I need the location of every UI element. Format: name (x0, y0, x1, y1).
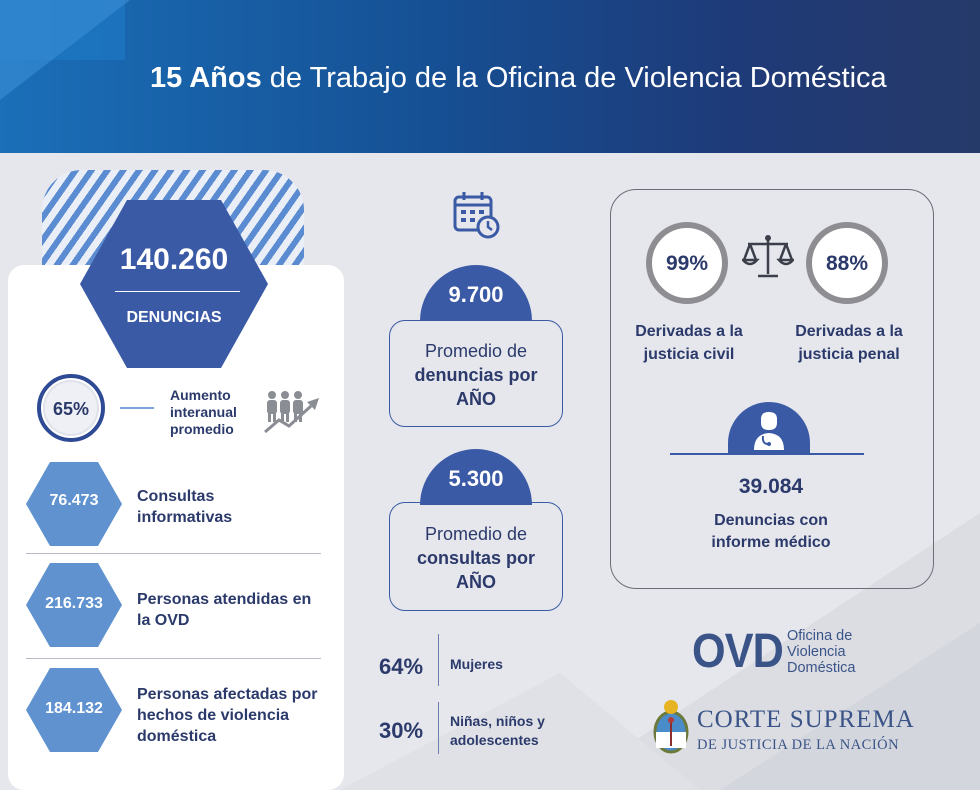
civil-label: Derivadas a la justicia civil (635, 323, 743, 363)
afectadas-value: 184.132 (45, 700, 103, 717)
avg-consultas-pre: Promedio de (424, 524, 528, 544)
avg-denuncias-pre: Promedio de (424, 341, 528, 361)
denuncias-value: 140.260 (119, 243, 229, 276)
title-bold: 15 Años (150, 62, 262, 94)
divider (438, 634, 439, 686)
atendidas-label: Personas atendidas en la OVD (137, 591, 312, 629)
denuncias-label: DENUNCIAS (126, 309, 222, 326)
medical-value: 39.084 (738, 475, 804, 498)
separator (26, 553, 321, 554)
growth-label: Aumento interanual promedio (170, 387, 237, 437)
divider (115, 291, 240, 292)
consultas-value: 76.473 (49, 492, 99, 509)
avg-consultas-card (389, 502, 563, 611)
avg-consultas-bold: consultas por AÑO (416, 548, 536, 592)
separator (26, 658, 321, 659)
consultas-hexagon (26, 462, 122, 546)
connector-line (120, 407, 154, 409)
avg-consultas-value: 5.300 (448, 466, 504, 491)
derivaciones-box (610, 189, 934, 589)
consultas-label: Consultas informativas (137, 488, 233, 526)
page-title: 15 Años de Trabajo de la Oficina de Viol… (150, 62, 887, 95)
avg-denuncias-bold: denuncias por AÑO (414, 365, 538, 409)
ovd-logo-text: Oficina de Violencia Doméstica (787, 628, 856, 676)
divider (438, 702, 439, 754)
calendar-icon (453, 192, 500, 239)
ninos-label: Niñas, niños y adolescentes (450, 713, 545, 748)
afectadas-label: Personas afectadas por hechos de violenc… (137, 686, 318, 745)
avg-denuncias-value: 9.700 (448, 282, 504, 307)
penal-label: Derivadas a la justicia penal (795, 323, 903, 363)
avg-denuncias-text: Promedio de denuncias por AÑO (390, 339, 562, 411)
avg-consultas-text: Promedio de consultas por AÑO (390, 522, 562, 594)
avg-denuncias-card (389, 320, 563, 427)
medical-label: Denuncias con informe médico (711, 512, 831, 551)
atendidas-hexagon (26, 563, 122, 647)
penal-ring (806, 222, 888, 304)
civil-ring (646, 222, 728, 304)
penal-pct: 88% (825, 252, 869, 275)
title-rest: de Trabajo de la Oficina de Violencia Do… (261, 62, 887, 94)
doctor-icon (754, 412, 784, 450)
mujeres-pct: 64% (379, 654, 424, 679)
corte-suprema-line1: CORTE SUPREMA (697, 706, 915, 733)
atendidas-value: 216.733 (45, 595, 103, 612)
argentina-seal-icon (653, 700, 689, 754)
ninos-pct: 30% (379, 718, 424, 743)
civil-pct: 99% (665, 252, 709, 275)
growth-value: 65% (52, 399, 90, 419)
scales-icon (742, 235, 794, 278)
people-growth-icon (264, 391, 319, 434)
medical-underline (670, 453, 864, 455)
afectadas-hexagon (26, 668, 122, 752)
header-banner (0, 0, 980, 153)
mujeres-label: Mujeres (450, 656, 503, 672)
corte-suprema-line2: DE JUSTICIA DE LA NACIÓN (697, 737, 900, 753)
ovd-logo-mark: OVD (692, 625, 784, 678)
